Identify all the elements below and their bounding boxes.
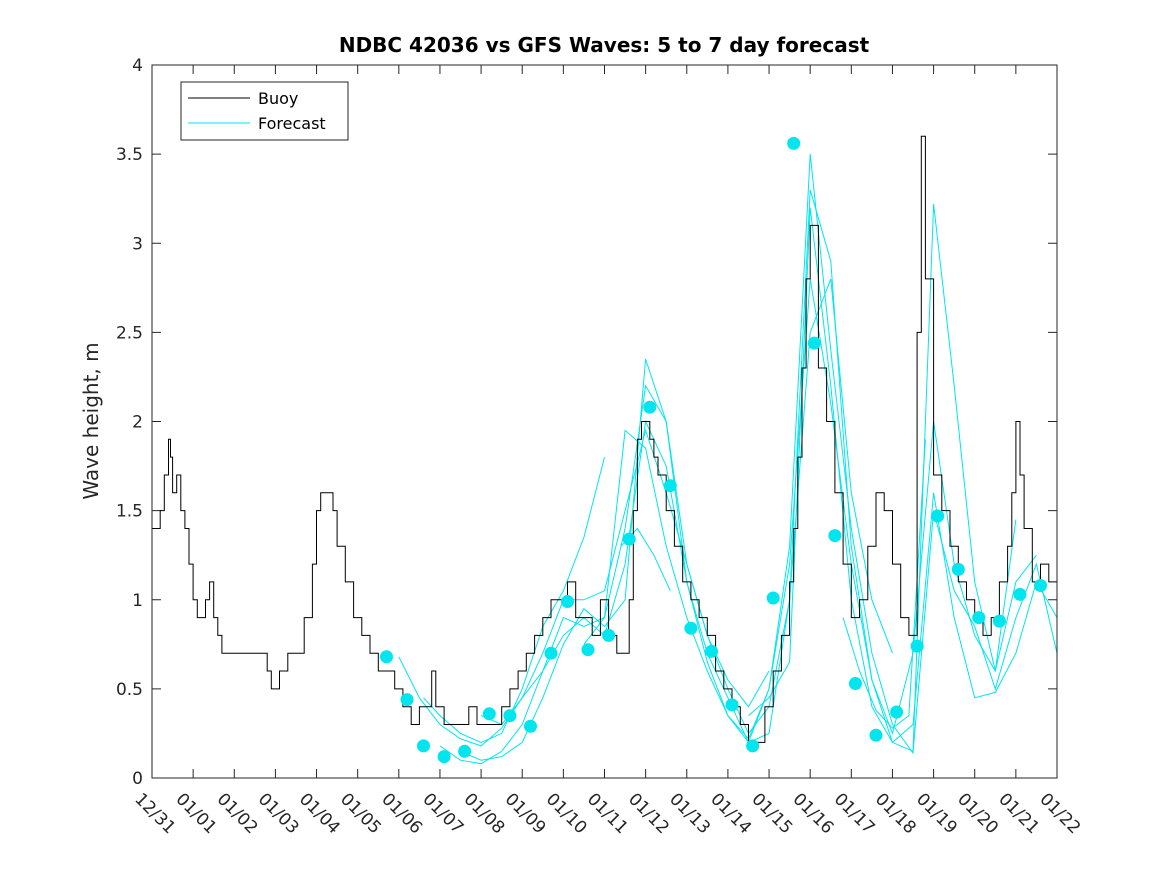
x-tick-label: 01/09 [501, 789, 550, 838]
forecast-point [869, 728, 883, 742]
forecast-point [725, 698, 739, 712]
x-tick-label: 01/12 [624, 789, 673, 838]
x-tick-label: 01/14 [706, 789, 755, 838]
chart-title: NDBC 42036 vs GFS Waves: 5 to 7 day fore… [339, 33, 870, 57]
legend: Buoy Forecast [180, 81, 349, 141]
x-tick-label: 01/19 [912, 789, 961, 838]
forecast-point [380, 650, 393, 664]
forecast-point [561, 595, 574, 608]
forecast-point [524, 719, 537, 733]
forecast-point [705, 644, 718, 658]
forecast-point [602, 628, 616, 642]
forecast-point [992, 614, 1006, 628]
forecast-point [787, 136, 801, 150]
forecast-point [1013, 587, 1027, 601]
legend-forecast-label: Forecast [258, 114, 326, 133]
x-tick-label: 01/05 [336, 789, 385, 838]
y-tick-label: 4 [132, 56, 143, 76]
forecast-point [458, 744, 472, 758]
y-tick-label: 0 [132, 769, 143, 789]
forecast-point [544, 646, 558, 660]
forecast-point [807, 336, 821, 350]
x-tick-label: 01/20 [953, 789, 1002, 838]
forecast-point [766, 591, 780, 605]
x-tick-label: 01/06 [377, 789, 426, 838]
y-tick-label: 0.5 [116, 680, 143, 700]
x-tick-label: 01/07 [418, 789, 467, 838]
x-tick-label: 01/11 [583, 789, 632, 838]
forecast-point [746, 739, 760, 753]
plot-area [152, 65, 1057, 778]
forecast-point [910, 639, 924, 653]
forecast-point [663, 479, 677, 493]
x-tick-label: 01/17 [830, 789, 879, 838]
forecast-line-9 [842, 439, 926, 729]
y-tick-label: 2.5 [116, 323, 143, 343]
x-tick-label: 01/10 [542, 789, 591, 838]
x-tick-label: 01/04 [295, 789, 344, 838]
x-tick-label: 12/31 [130, 789, 179, 838]
legend-buoy-label: Buoy [258, 89, 298, 108]
forecast-point [400, 693, 414, 707]
forecast-point [437, 750, 451, 764]
x-tick-label: 01/21 [994, 789, 1043, 838]
plot-frame [151, 64, 1058, 779]
y-tick-label: 1 [132, 591, 143, 611]
forecast-point [643, 400, 657, 414]
x-tick-label: 01/02 [213, 789, 262, 838]
y-tick-label: 3.5 [116, 145, 143, 165]
y-tick-label: 1.5 [116, 502, 143, 522]
x-tick-label: 01/01 [172, 789, 221, 838]
forecast-point [684, 621, 698, 635]
forecast-point [951, 562, 965, 576]
forecast-point [503, 709, 517, 723]
buoy-line [152, 135, 1058, 743]
forecast-point [931, 509, 945, 523]
forecast-point [890, 705, 904, 719]
forecast-line-8 [748, 207, 1058, 744]
legend-box [180, 81, 349, 141]
x-tick-label: 01/15 [748, 789, 797, 838]
x-tick-label: 01/08 [460, 789, 509, 838]
forecast-point [622, 532, 636, 546]
y-axis-label: Wave height, m [79, 342, 103, 499]
x-tick-label: 01/13 [665, 789, 714, 838]
x-tick-label: 01/16 [789, 789, 838, 838]
x-tick-label: 01/18 [871, 789, 920, 838]
y-tick-label: 3 [132, 234, 143, 254]
forecast-point [417, 739, 430, 753]
x-tick-label: 01/22 [1035, 789, 1084, 838]
forecast-point [848, 677, 862, 690]
y-tick-label: 2 [132, 413, 143, 433]
forecast-point [1034, 579, 1047, 592]
forecast-point [972, 611, 986, 625]
x-tick-label: 01/03 [254, 789, 303, 838]
forecast-point [581, 643, 595, 657]
forecast-point [482, 707, 496, 721]
forecast-point [828, 529, 842, 543]
